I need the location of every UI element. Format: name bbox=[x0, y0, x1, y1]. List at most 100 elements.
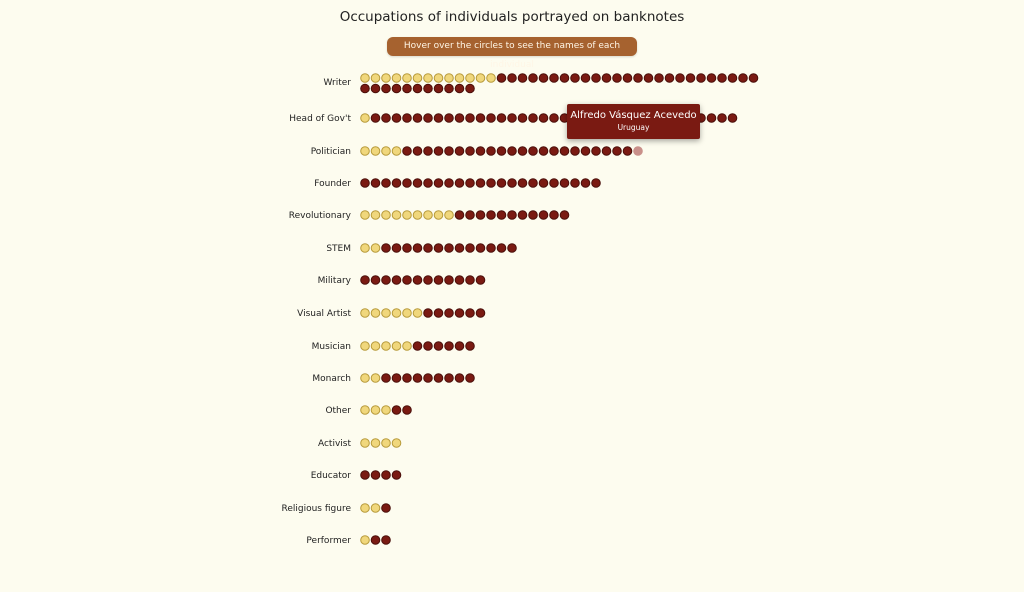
person-dot[interactable] bbox=[412, 373, 423, 383]
person-dot[interactable] bbox=[381, 470, 391, 480]
person-dot[interactable] bbox=[454, 308, 465, 318]
person-dot[interactable] bbox=[391, 438, 402, 448]
person-dot[interactable] bbox=[433, 146, 444, 156]
person-dot[interactable] bbox=[370, 341, 381, 351]
person-dot[interactable] bbox=[601, 73, 612, 83]
person-dot[interactable] bbox=[559, 146, 570, 156]
person-dot[interactable] bbox=[538, 146, 549, 156]
person-dot[interactable] bbox=[370, 146, 381, 156]
person-dot[interactable] bbox=[423, 210, 433, 220]
person-dot[interactable] bbox=[391, 113, 402, 123]
person-dot[interactable] bbox=[444, 373, 454, 383]
person-dot[interactable] bbox=[402, 405, 412, 415]
person-dot[interactable] bbox=[412, 243, 423, 253]
person-dot[interactable] bbox=[370, 73, 381, 83]
person-dot[interactable] bbox=[444, 308, 454, 318]
person-dot[interactable] bbox=[570, 178, 580, 188]
person-dot[interactable] bbox=[454, 243, 465, 253]
person-dot[interactable] bbox=[496, 243, 507, 253]
person-dot[interactable] bbox=[360, 210, 370, 220]
person-dot[interactable] bbox=[580, 73, 591, 83]
person-dot[interactable] bbox=[475, 113, 486, 123]
person-dot[interactable] bbox=[549, 210, 559, 220]
person-dot[interactable] bbox=[391, 405, 402, 415]
person-dot[interactable] bbox=[517, 210, 528, 220]
person-dot[interactable] bbox=[433, 113, 444, 123]
person-dot[interactable] bbox=[486, 243, 496, 253]
person-dot[interactable] bbox=[633, 146, 643, 156]
person-dot[interactable] bbox=[465, 341, 475, 351]
person-dot[interactable] bbox=[465, 275, 475, 285]
person-dot[interactable] bbox=[538, 113, 549, 123]
person-dot[interactable] bbox=[370, 243, 381, 253]
person-dot[interactable] bbox=[433, 373, 444, 383]
person-dot[interactable] bbox=[402, 308, 412, 318]
person-dot[interactable] bbox=[412, 210, 423, 220]
person-dot[interactable] bbox=[391, 470, 402, 480]
person-dot[interactable] bbox=[381, 535, 391, 545]
person-dot[interactable] bbox=[528, 146, 538, 156]
person-dot[interactable] bbox=[748, 73, 759, 83]
person-dot[interactable] bbox=[402, 243, 412, 253]
person-dot[interactable] bbox=[381, 243, 391, 253]
person-dot[interactable] bbox=[706, 73, 717, 83]
person-dot[interactable] bbox=[423, 373, 433, 383]
person-dot[interactable] bbox=[507, 243, 517, 253]
person-dot[interactable] bbox=[423, 73, 433, 83]
person-dot[interactable] bbox=[402, 178, 412, 188]
person-dot[interactable] bbox=[486, 73, 496, 83]
person-dot[interactable] bbox=[696, 73, 706, 83]
person-dot[interactable] bbox=[507, 113, 517, 123]
person-dot[interactable] bbox=[370, 470, 381, 480]
person-dot[interactable] bbox=[423, 341, 433, 351]
person-dot[interactable] bbox=[528, 178, 538, 188]
person-dot[interactable] bbox=[391, 178, 402, 188]
person-dot[interactable] bbox=[496, 210, 507, 220]
person-dot[interactable] bbox=[412, 308, 423, 318]
person-dot[interactable] bbox=[454, 83, 465, 94]
person-dot[interactable] bbox=[454, 373, 465, 383]
person-dot[interactable] bbox=[370, 373, 381, 383]
person-dot[interactable] bbox=[444, 146, 454, 156]
person-dot[interactable] bbox=[465, 178, 475, 188]
person-dot[interactable] bbox=[444, 210, 454, 220]
person-dot[interactable] bbox=[402, 146, 412, 156]
person-dot[interactable] bbox=[412, 83, 423, 94]
person-dot[interactable] bbox=[360, 243, 370, 253]
person-dot[interactable] bbox=[444, 178, 454, 188]
person-dot[interactable] bbox=[717, 73, 727, 83]
person-dot[interactable] bbox=[391, 146, 402, 156]
person-dot[interactable] bbox=[475, 210, 486, 220]
person-dot[interactable] bbox=[654, 73, 664, 83]
person-dot[interactable] bbox=[475, 146, 486, 156]
person-dot[interactable] bbox=[423, 308, 433, 318]
person-dot[interactable] bbox=[381, 178, 391, 188]
person-dot[interactable] bbox=[507, 73, 517, 83]
person-dot[interactable] bbox=[486, 210, 496, 220]
person-dot[interactable] bbox=[465, 146, 475, 156]
person-dot[interactable] bbox=[570, 73, 580, 83]
person-dot[interactable] bbox=[423, 83, 433, 94]
person-dot[interactable] bbox=[402, 275, 412, 285]
person-dot[interactable] bbox=[423, 146, 433, 156]
person-dot[interactable] bbox=[612, 73, 622, 83]
person-dot[interactable] bbox=[370, 83, 381, 94]
person-dot[interactable] bbox=[391, 210, 402, 220]
person-dot[interactable] bbox=[423, 178, 433, 188]
person-dot[interactable] bbox=[580, 178, 591, 188]
person-dot[interactable] bbox=[528, 210, 538, 220]
person-dot[interactable] bbox=[507, 146, 517, 156]
person-dot[interactable] bbox=[412, 178, 423, 188]
person-dot[interactable] bbox=[465, 113, 475, 123]
person-dot[interactable] bbox=[580, 146, 591, 156]
person-dot[interactable] bbox=[381, 210, 391, 220]
person-dot[interactable] bbox=[412, 146, 423, 156]
person-dot[interactable] bbox=[706, 113, 717, 123]
person-dot[interactable] bbox=[412, 275, 423, 285]
person-dot[interactable] bbox=[360, 503, 370, 513]
person-dot[interactable] bbox=[612, 146, 622, 156]
person-dot[interactable] bbox=[517, 113, 528, 123]
person-dot[interactable] bbox=[360, 341, 370, 351]
person-dot[interactable] bbox=[370, 535, 381, 545]
person-dot[interactable] bbox=[381, 83, 391, 94]
